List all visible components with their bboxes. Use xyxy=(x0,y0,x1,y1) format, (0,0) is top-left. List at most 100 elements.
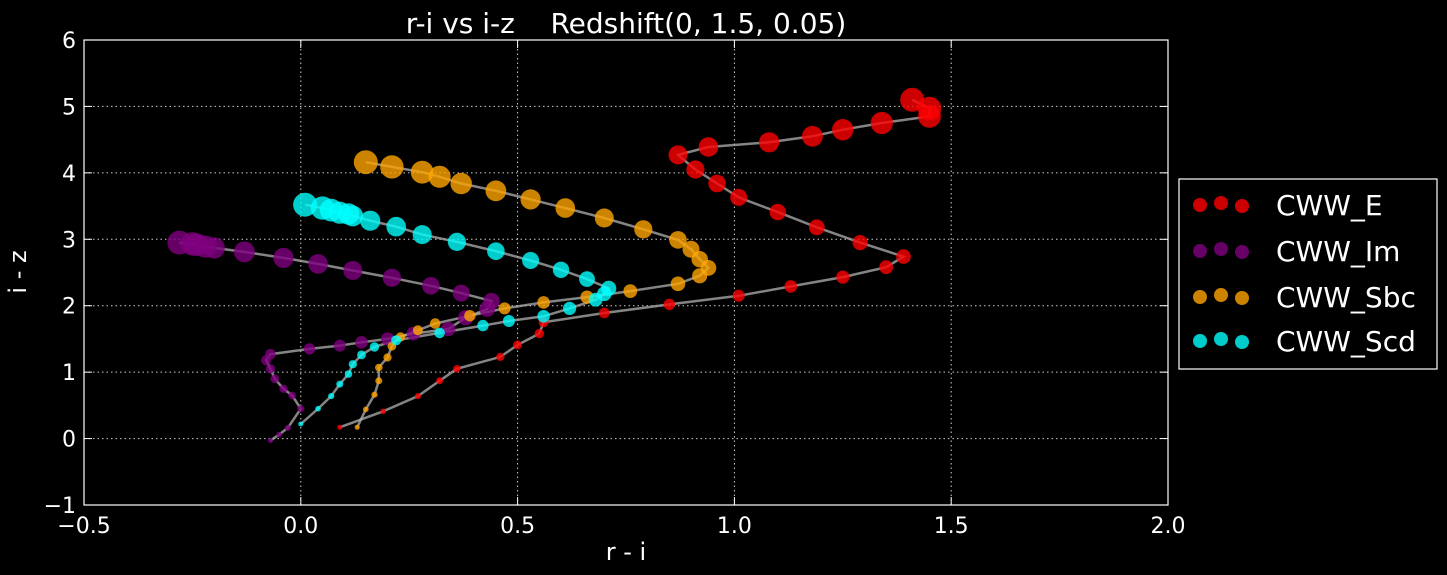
data-point xyxy=(698,137,719,157)
data-point xyxy=(380,408,387,415)
data-point xyxy=(879,260,894,275)
data-point xyxy=(522,252,540,269)
legend-marker xyxy=(1235,291,1249,305)
data-point xyxy=(336,380,344,388)
data-point xyxy=(563,301,577,315)
y-tick-label: 1 xyxy=(62,361,76,386)
data-point xyxy=(601,280,617,296)
data-point xyxy=(383,353,392,362)
data-point xyxy=(412,325,423,336)
data-point xyxy=(464,310,476,322)
data-point xyxy=(355,336,368,349)
legend-marker xyxy=(1193,198,1207,212)
data-point xyxy=(293,192,318,217)
data-point xyxy=(298,421,304,427)
data-point xyxy=(686,160,705,179)
y-tick-label: 6 xyxy=(62,29,76,54)
data-point xyxy=(453,365,461,373)
data-point xyxy=(382,268,401,287)
data-point xyxy=(267,438,273,444)
data-point xyxy=(288,391,296,400)
y-tick-label: 3 xyxy=(62,228,76,253)
data-point xyxy=(343,261,363,280)
data-point xyxy=(363,406,369,413)
legend-marker xyxy=(1214,242,1228,256)
data-point xyxy=(634,220,653,239)
data-point xyxy=(520,189,541,210)
data-point xyxy=(333,339,346,352)
data-point xyxy=(477,319,489,332)
legend-marker xyxy=(1193,334,1207,348)
data-point xyxy=(436,377,444,385)
data-point xyxy=(337,424,343,430)
x-tick-label: 0.0 xyxy=(283,514,318,539)
data-point xyxy=(303,343,316,355)
data-points xyxy=(167,87,942,444)
data-point xyxy=(308,254,328,274)
data-point xyxy=(669,231,687,249)
data-point xyxy=(502,315,515,327)
data-point xyxy=(708,174,726,193)
data-point xyxy=(328,393,335,400)
data-point xyxy=(428,165,451,188)
data-point xyxy=(534,328,544,339)
data-point xyxy=(594,208,614,228)
plot-frame xyxy=(83,39,1169,506)
data-point xyxy=(410,160,434,184)
data-point xyxy=(297,405,305,413)
data-point xyxy=(270,374,280,384)
data-point xyxy=(832,119,854,141)
y-tick-label: 0 xyxy=(62,428,76,453)
data-point xyxy=(375,363,383,372)
data-point xyxy=(759,132,780,153)
x-tick-label: −0.5 xyxy=(57,514,110,539)
legend-marker xyxy=(1235,199,1249,213)
data-point xyxy=(422,277,440,295)
data-point xyxy=(450,172,472,195)
data-point xyxy=(730,188,748,206)
y-tick-label: 2 xyxy=(62,295,76,320)
data-point xyxy=(623,284,638,298)
data-point xyxy=(429,318,441,329)
data-point xyxy=(284,424,291,431)
data-point xyxy=(344,370,353,378)
data-point xyxy=(348,360,357,369)
data-point xyxy=(537,296,550,309)
data-point xyxy=(391,335,402,346)
y-tick-label: 4 xyxy=(62,162,76,187)
data-point xyxy=(682,240,700,258)
x-tick-label: 0.5 xyxy=(500,514,535,539)
data-point xyxy=(276,431,282,438)
x-tick-label: 2.0 xyxy=(1151,514,1186,539)
legend-label: CWW_Sbc xyxy=(1276,281,1416,314)
data-point xyxy=(452,284,470,302)
data-point xyxy=(483,292,500,310)
data-point xyxy=(412,225,432,245)
legend-marker xyxy=(1235,335,1249,349)
data-point xyxy=(487,242,505,260)
data-point xyxy=(357,350,366,360)
data-point xyxy=(386,216,407,237)
data-point xyxy=(555,198,576,218)
data-point xyxy=(315,405,321,412)
data-point xyxy=(896,249,911,264)
data-point xyxy=(265,364,276,374)
data-point xyxy=(579,271,595,287)
data-point xyxy=(769,203,786,221)
chart-title: r-i vs i-z Redshift(0, 1.5, 0.05) xyxy=(406,7,847,40)
data-point xyxy=(852,235,868,251)
legend-marker xyxy=(1214,196,1228,210)
data-point xyxy=(414,393,421,400)
legend-marker xyxy=(1193,244,1207,258)
data-point xyxy=(380,155,404,179)
data-point xyxy=(498,302,511,315)
legend-marker xyxy=(1235,245,1249,259)
data-point xyxy=(273,247,294,268)
data-point xyxy=(265,348,276,360)
data-point xyxy=(447,232,466,251)
data-point xyxy=(900,87,925,112)
data-point xyxy=(375,377,383,385)
data-point xyxy=(369,342,380,352)
data-point xyxy=(434,327,445,339)
